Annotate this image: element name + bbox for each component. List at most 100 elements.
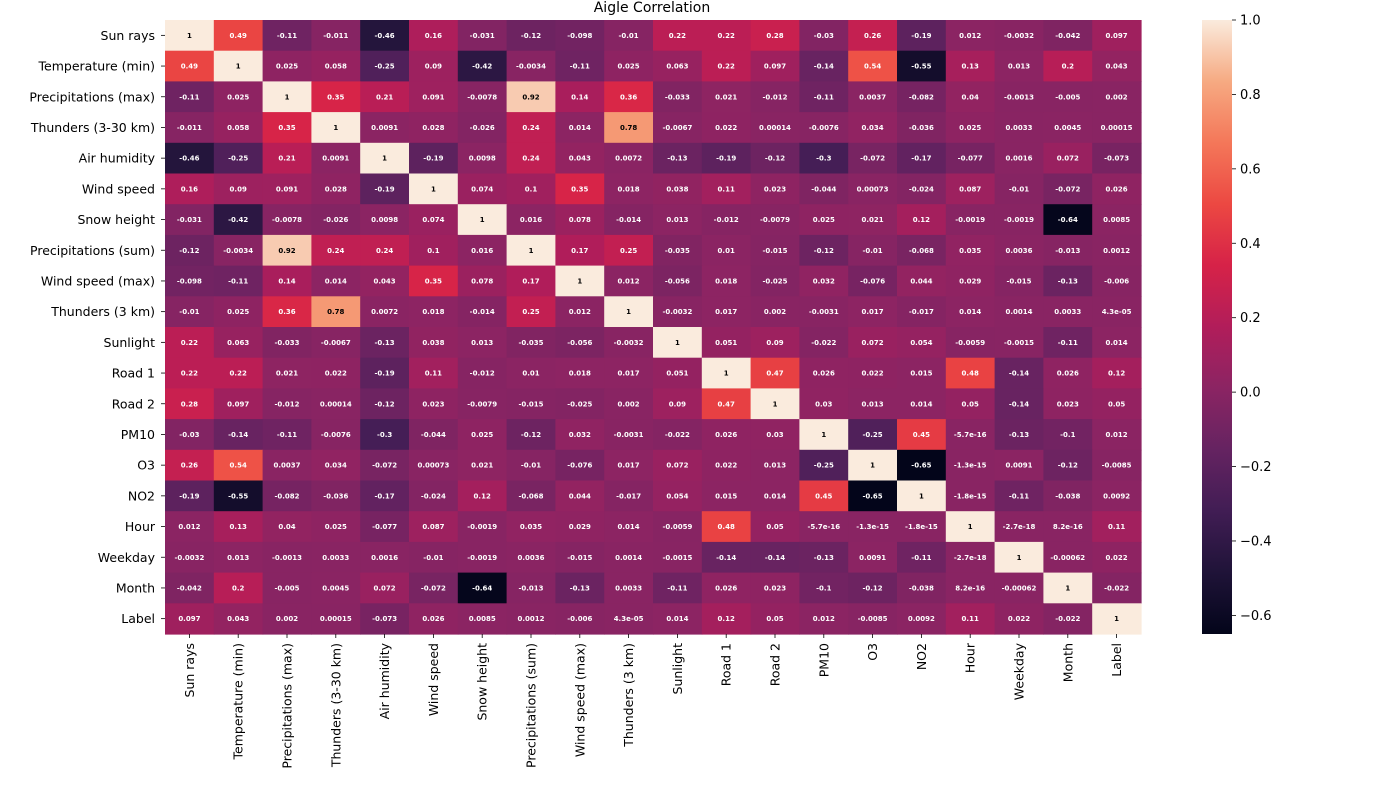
heatmap-cell xyxy=(213,603,264,635)
heatmap-cell xyxy=(1043,327,1093,359)
heatmap-cell xyxy=(994,112,1044,144)
heatmap-value-label: -0.19 xyxy=(423,155,443,163)
heatmap-value-label: -0.14 xyxy=(228,431,248,439)
heatmap-cell xyxy=(653,296,703,328)
heatmap-value-label: 0.11 xyxy=(425,370,442,378)
heatmap-value-label: 0.49 xyxy=(230,32,247,40)
heatmap-value-label: 0.035 xyxy=(520,523,542,531)
heatmap-cell xyxy=(701,296,752,328)
heatmap-cell xyxy=(506,265,556,297)
heatmap-value-label: 0.22 xyxy=(718,63,735,71)
y-tick-label: Sunlight xyxy=(104,335,156,350)
heatmap-value-label: -0.0031 xyxy=(809,308,839,316)
heatmap-value-label: -0.19 xyxy=(375,370,395,378)
heatmap-value-label: 0.05 xyxy=(766,615,783,623)
heatmap-cell xyxy=(799,327,849,359)
heatmap-value-label: -0.01 xyxy=(863,247,883,255)
heatmap-cell xyxy=(213,541,264,574)
heatmap-value-labels: 1 0.49 -0.11 -0.011 -0.46 0.16 -0.031 -0.12 -0.0… xyxy=(174,32,1132,623)
heatmap-value-label: -0.19 xyxy=(911,32,931,40)
heatmap-value-label: -0.0085 xyxy=(1102,462,1132,470)
heatmap-cell xyxy=(409,480,459,512)
heatmap-cell xyxy=(750,204,800,236)
heatmap-value-label: 0.54 xyxy=(230,462,247,470)
heatmap-value-label: 0.035 xyxy=(959,247,981,255)
heatmap-value-label: 0.025 xyxy=(325,523,347,531)
heatmap-cell xyxy=(897,204,947,236)
y-tick-label: Precipitations (max) xyxy=(29,89,155,104)
heatmap-cell xyxy=(701,480,752,512)
heatmap-cell xyxy=(506,142,556,175)
heatmap-value-label: 0.0036 xyxy=(1005,247,1032,255)
heatmap-value-label: -0.073 xyxy=(372,615,397,623)
heatmap-value-label: 0.013 xyxy=(471,339,493,347)
colorbar xyxy=(1202,20,1232,634)
heatmap-value-label: 0.043 xyxy=(1106,63,1128,71)
heatmap-value-label: 0.25 xyxy=(620,247,637,255)
heatmap-value-label: 0.012 xyxy=(813,615,835,623)
heatmap-value-label: 0.013 xyxy=(862,400,884,408)
heatmap-value-label: -2.7e-18 xyxy=(1003,523,1036,531)
heatmap-value-label: 4.3e-05 xyxy=(1102,308,1132,316)
heatmap-cell xyxy=(213,327,264,359)
heatmap-cell xyxy=(360,419,410,451)
heatmap-value-label: 0.0033 xyxy=(1005,124,1032,132)
heatmap-value-label: -0.11 xyxy=(1009,492,1029,500)
heatmap-cell xyxy=(1092,480,1142,512)
heatmap-value-label: -0.0019 xyxy=(1004,216,1034,224)
y-tick-label: Hour xyxy=(125,519,156,534)
heatmap-cell xyxy=(701,511,752,543)
heatmap-value-label: 0.078 xyxy=(471,277,493,285)
heatmap-value-label: 0.0091 xyxy=(322,155,349,163)
heatmap-cell xyxy=(848,419,898,451)
heatmap-cell xyxy=(409,81,459,113)
heatmap-value-label: 0.013 xyxy=(227,554,249,562)
heatmap-value-label: 0.00073 xyxy=(857,185,889,193)
heatmap-cell xyxy=(555,204,605,236)
heatmap-value-label: 0.26 xyxy=(181,462,198,470)
heatmap-cell xyxy=(1092,388,1142,420)
heatmap-cell xyxy=(750,112,800,144)
heatmap-cell xyxy=(506,541,556,574)
heatmap-cell xyxy=(994,204,1044,236)
heatmap-value-label: 0.028 xyxy=(325,185,347,193)
heatmap-value-label: -0.042 xyxy=(177,584,202,592)
heatmap-cell xyxy=(945,419,996,451)
heatmap-cell xyxy=(555,296,605,328)
heatmap-cell xyxy=(555,142,605,175)
heatmap-value-label: 0.45 xyxy=(913,431,930,439)
heatmap-value-label: 0.029 xyxy=(569,523,591,531)
heatmap-cell xyxy=(311,419,361,451)
heatmap-value-label: 0.014 xyxy=(325,277,347,285)
heatmap-cell xyxy=(457,112,508,144)
heatmap-value-label: 0.087 xyxy=(959,185,981,193)
heatmap-cell xyxy=(848,296,898,328)
heatmap-value-label: 0.018 xyxy=(715,277,737,285)
heatmap-value-label: -0.022 xyxy=(1104,584,1129,592)
heatmap-cell xyxy=(165,265,215,297)
heatmap-value-label: 1 xyxy=(285,93,290,101)
heatmap-value-label: 0.097 xyxy=(227,400,249,408)
heatmap-cell xyxy=(555,480,605,512)
heatmap-cell xyxy=(457,572,508,604)
heatmap-cell xyxy=(1043,603,1093,635)
heatmap-value-label: 0.013 xyxy=(1008,63,1030,71)
heatmap-value-label: -0.017 xyxy=(909,308,934,316)
heatmap-cell xyxy=(506,388,556,420)
heatmap-cell xyxy=(897,112,947,144)
heatmap-cell xyxy=(848,173,898,205)
heatmap-value-label: -0.0079 xyxy=(467,400,497,408)
heatmap-value-label: 0.021 xyxy=(715,93,737,101)
heatmap-cell xyxy=(1043,296,1093,328)
heatmap-value-label: 0.24 xyxy=(327,247,344,255)
heatmap-cell xyxy=(1092,357,1142,389)
heatmap-value-label: -0.072 xyxy=(860,155,885,163)
heatmap-cell xyxy=(165,20,215,52)
heatmap-cell xyxy=(604,388,654,420)
heatmap-cell xyxy=(653,173,703,205)
heatmap-value-label: 0.13 xyxy=(962,63,979,71)
heatmap-cell xyxy=(897,541,947,574)
heatmap-cell xyxy=(604,173,654,205)
heatmap-value-label: 4.3e-05 xyxy=(614,615,644,623)
heatmap-value-label: -0.012 xyxy=(714,216,739,224)
